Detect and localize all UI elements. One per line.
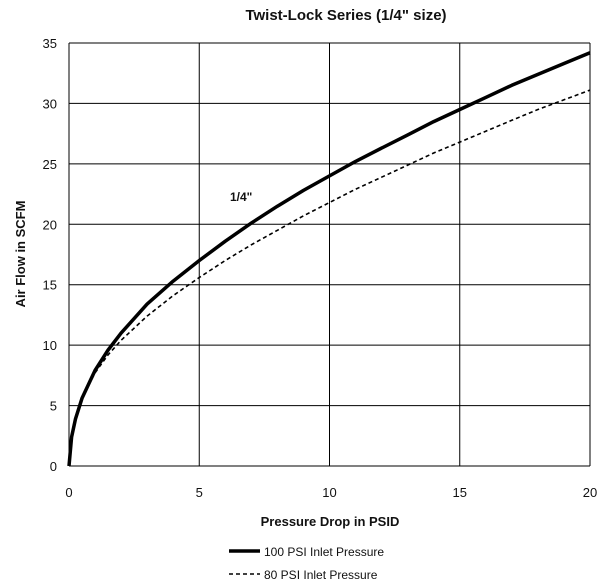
- y-tick-label-4: 20: [43, 217, 57, 232]
- legend-label-100psi: 100 PSI Inlet Pressure: [264, 545, 384, 559]
- y-tick-label-0: 0: [50, 459, 57, 474]
- x-tick-label-2: 10: [322, 485, 336, 500]
- y-tick-label-6: 30: [43, 96, 57, 111]
- series-lines: [67, 51, 591, 467]
- grid: [68, 42, 591, 467]
- x-tick-label-0: 0: [65, 485, 72, 500]
- chart-title: Twist-Lock Series (1/4" size): [245, 7, 446, 24]
- legend-label-80psi: 80 PSI Inlet Pressure: [264, 568, 378, 582]
- y-tick-label-2: 10: [43, 338, 57, 353]
- y-tick-label-1: 5: [50, 399, 57, 414]
- x-tick-label-4: 20: [583, 485, 597, 500]
- series-line-1: [68, 89, 591, 467]
- y-tick-label-5: 25: [43, 157, 57, 172]
- curve-annotation: 1/4": [230, 190, 252, 204]
- y-tick-label-3: 15: [43, 278, 57, 293]
- y-axis-label: Air Flow in SCFM: [13, 201, 28, 308]
- x-tick-label-3: 15: [453, 485, 467, 500]
- legend: 100 PSI Inlet Pressure 80 PSI Inlet Pres…: [229, 545, 384, 582]
- x-axis-label: Pressure Drop in PSID: [261, 514, 400, 529]
- tick-labels: 0 5 10 15 20 0 5 10 15 20 25 30 35: [43, 36, 598, 500]
- series-line-0: [67, 51, 591, 467]
- y-tick-label-7: 35: [43, 36, 57, 51]
- x-tick-label-1: 5: [196, 485, 203, 500]
